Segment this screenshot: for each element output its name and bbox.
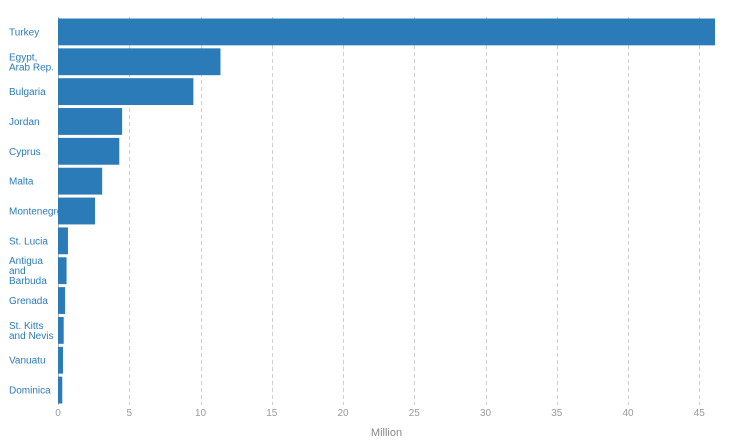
- bar: [58, 316, 64, 344]
- bar: [58, 346, 63, 374]
- x-tick-label: 45: [694, 408, 706, 419]
- x-tick-label: 30: [480, 408, 492, 419]
- category-label: Vanuatu: [9, 356, 46, 367]
- category-label: Malta: [9, 177, 34, 188]
- bar: [58, 48, 221, 76]
- category-labels: Turkey Egypt, Arab Rep. Bulgaria Jordan Cypru…: [9, 27, 63, 396]
- bar: [58, 257, 67, 285]
- category-label: Montenegro: [9, 207, 63, 218]
- bar: [58, 78, 194, 106]
- category-label: Antigua and Barbuda: [9, 256, 47, 287]
- bar: [58, 137, 120, 165]
- category-label: St. Kitts and Nevis: [9, 321, 53, 342]
- category-label: Turkey: [9, 27, 39, 38]
- x-tick-label: 5: [126, 408, 132, 419]
- bar: [58, 287, 66, 314]
- bar: [58, 376, 63, 404]
- bar: [58, 197, 96, 225]
- category-label: Bulgaria: [9, 87, 46, 98]
- x-tick-label: 35: [551, 408, 563, 419]
- category-label: Grenada: [9, 296, 48, 307]
- bar: [58, 167, 103, 195]
- x-tick-labels: 0 5 10 15 20 25 30 35 40 45: [55, 408, 705, 419]
- bar: [58, 227, 68, 255]
- x-tick-label: 0: [55, 408, 61, 419]
- grid-lines: [58, 17, 700, 405]
- category-label: Jordan: [9, 117, 40, 128]
- category-label: Dominica: [9, 386, 51, 397]
- x-axis-title: Million: [371, 427, 402, 439]
- x-tick-label: 15: [266, 408, 278, 419]
- category-label: St. Lucia: [9, 236, 48, 247]
- x-tick-label: 40: [623, 408, 635, 419]
- category-label: Egypt, Arab Rep.: [9, 52, 54, 73]
- category-label: Cyprus: [9, 147, 41, 158]
- x-tick-label: 25: [409, 408, 421, 419]
- bar: [58, 108, 123, 135]
- bar: [58, 18, 715, 46]
- x-tick-label: 20: [337, 408, 349, 419]
- x-tick-label: 10: [195, 408, 207, 419]
- bars: [58, 18, 715, 404]
